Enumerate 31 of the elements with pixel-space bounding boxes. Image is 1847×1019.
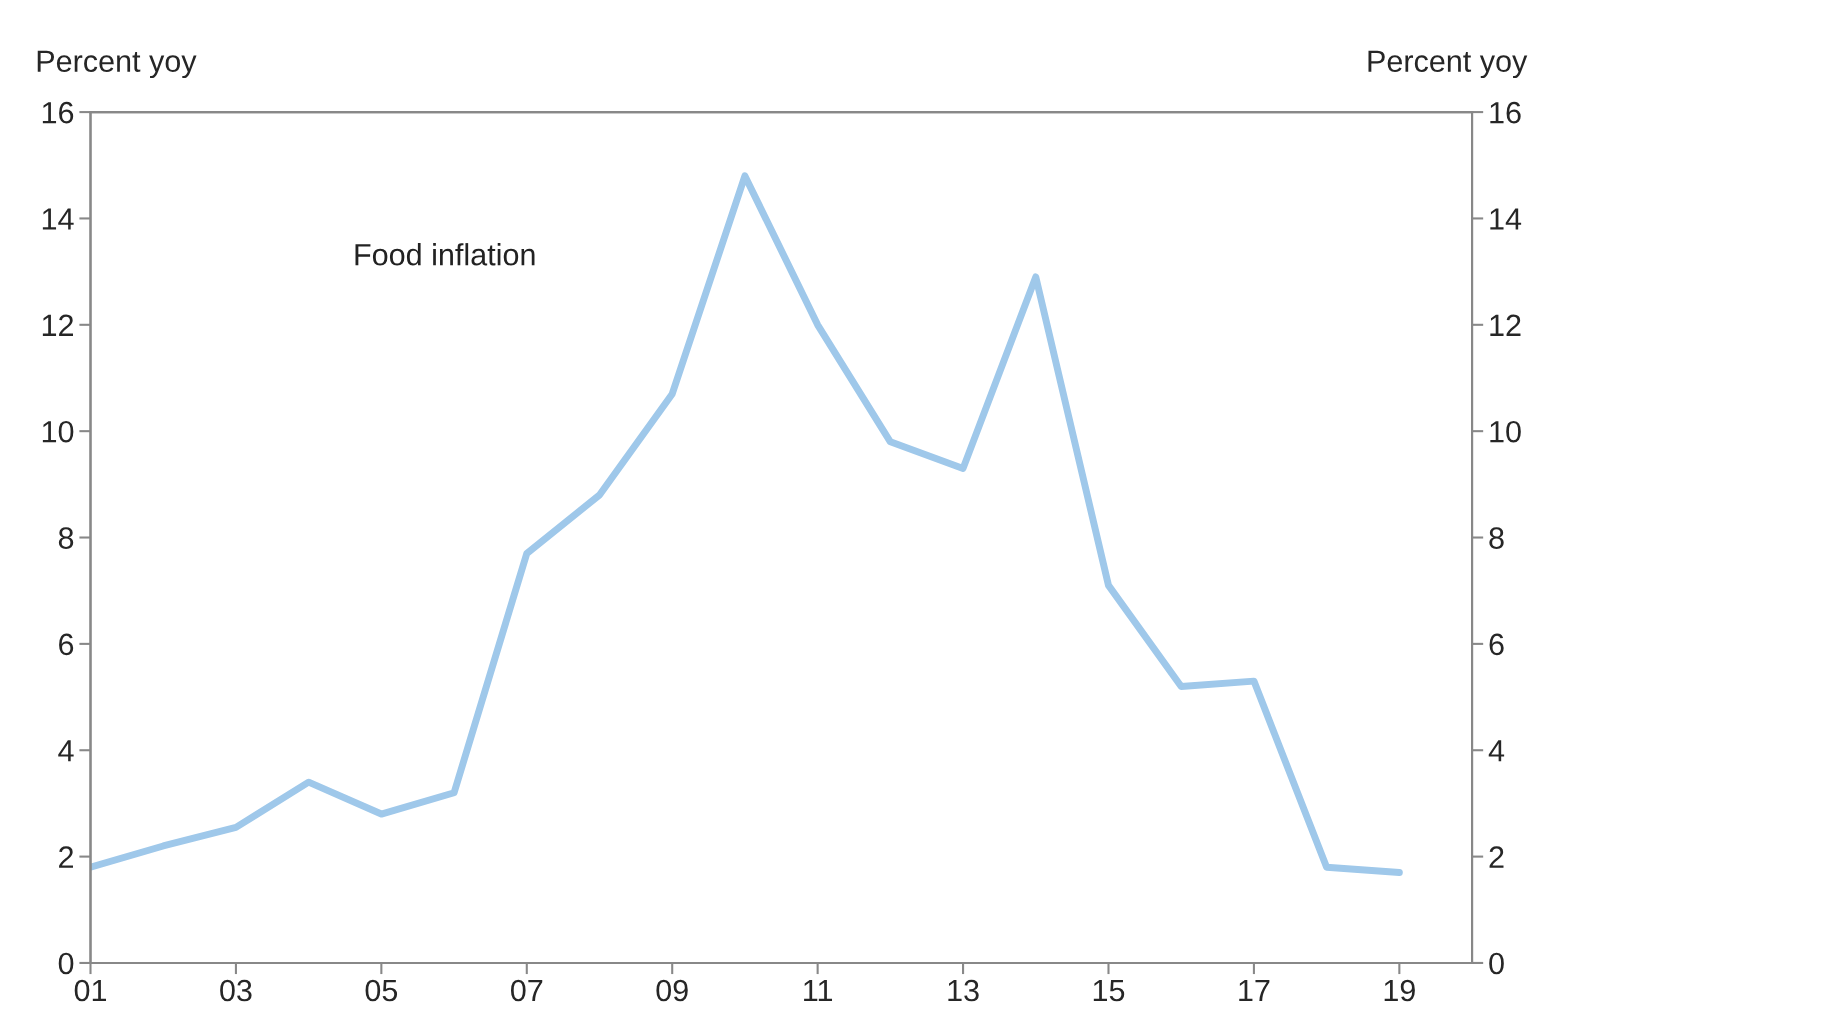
- y-tick-label: 2: [59, 846, 73, 868]
- y-tick-label: 14: [42, 208, 74, 230]
- x-tick-label: 01: [74, 979, 107, 1002]
- y-tick-label: 4: [58, 740, 74, 762]
- x-tick-label: 19: [1384, 979, 1415, 1002]
- y-tick-label: 16: [42, 101, 74, 124]
- y2-tick-label: 16: [1490, 101, 1521, 124]
- x-tick-label: 05: [365, 979, 398, 1002]
- y2-tick-label: 10: [1490, 420, 1521, 443]
- y2-tick-label: 2: [1489, 846, 1504, 868]
- y-tick-label: 6: [59, 633, 74, 656]
- x-tick-label: 15: [1093, 980, 1125, 1002]
- y2-tick-label: 6: [1489, 633, 1504, 656]
- y-axis-title: Percent yoy: [37, 50, 197, 79]
- y-tick-label: 10: [42, 420, 74, 443]
- y2-tick-label: 4: [1488, 740, 1505, 762]
- y2-tick-label: 14: [1490, 208, 1522, 230]
- y-tick-label: 0: [58, 952, 74, 975]
- x-tick-label: 03: [220, 979, 252, 1002]
- x-tick-label: 13: [948, 979, 979, 1002]
- x-tick-label: 11: [804, 980, 833, 1002]
- y2-tick-label: 8: [1489, 527, 1504, 549]
- x-tick-label: 07: [510, 979, 543, 1002]
- x-tick-label: 09: [656, 979, 688, 1002]
- x-tick-label: 17: [1239, 980, 1270, 1002]
- y2-tick-label: 0: [1489, 952, 1504, 975]
- y2-tick-label: 12: [1490, 314, 1521, 336]
- y2-axis-title: Percent yoy: [1368, 50, 1528, 79]
- y-tick-label: 12: [42, 314, 73, 336]
- y-tick-label: 8: [58, 527, 74, 549]
- text: Food inflation: [355, 243, 535, 266]
